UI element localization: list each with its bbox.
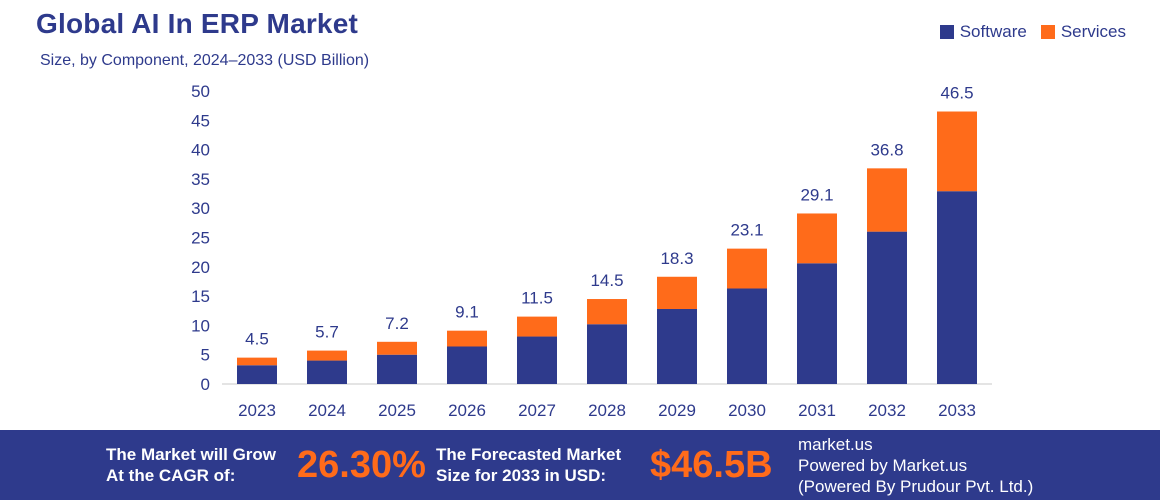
forecast-label-line2: Size for 2033 in USD: bbox=[436, 466, 607, 485]
chart-title: Global AI In ERP Market bbox=[36, 8, 359, 39]
footer-banner: The Market will Grow At the CAGR of: 26.… bbox=[0, 430, 1160, 500]
y-tick-label: 0 bbox=[201, 375, 210, 394]
brand-powered: Powered by Market.us bbox=[798, 456, 968, 475]
x-tick-label-2032: 2032 bbox=[868, 401, 906, 420]
legend-label-software: Software bbox=[959, 22, 1027, 41]
legend-swatch-software bbox=[939, 25, 954, 39]
bar-software-2028 bbox=[587, 324, 627, 384]
cagr-label-line1: The Market will Grow bbox=[106, 445, 277, 464]
x-tick-label-2025: 2025 bbox=[378, 401, 416, 420]
bar-services-2026 bbox=[447, 330, 487, 347]
bar-software-2032 bbox=[867, 231, 907, 384]
y-tick-label: 45 bbox=[191, 111, 210, 130]
y-tick-label: 40 bbox=[191, 141, 210, 160]
cagr-value: 26.30% bbox=[297, 444, 426, 486]
chart-subtitle: Size, by Component, 2024–2033 (USD Billi… bbox=[40, 52, 370, 69]
data-label-total-2023: 4.5 bbox=[245, 330, 269, 349]
data-label-total-2029: 18.3 bbox=[660, 249, 693, 268]
y-tick-label: 10 bbox=[191, 316, 210, 335]
data-label-total-2032: 36.8 bbox=[870, 140, 903, 159]
brand-company: (Powered By Prudour Pvt. Ltd.) bbox=[798, 477, 1034, 496]
x-tick-label-2031: 2031 bbox=[798, 401, 836, 420]
bar-software-2031 bbox=[797, 263, 837, 384]
bar-services-2023 bbox=[237, 357, 277, 366]
forecast-value: $46.5B bbox=[650, 444, 773, 486]
bar-services-2031 bbox=[797, 213, 837, 264]
y-tick-label: 5 bbox=[201, 346, 210, 365]
data-label-total-2030: 23.1 bbox=[730, 221, 763, 240]
bar-software-2027 bbox=[517, 336, 557, 384]
bar-software-2023 bbox=[237, 365, 277, 384]
legend-swatch-services bbox=[1040, 25, 1055, 39]
bar-software-2030 bbox=[727, 288, 767, 384]
x-tick-label-2028: 2028 bbox=[588, 401, 626, 420]
x-tick-label-2030: 2030 bbox=[728, 401, 766, 420]
x-tick-label-2026: 2026 bbox=[448, 401, 486, 420]
bar-services-2033 bbox=[937, 111, 977, 192]
bar-services-2030 bbox=[727, 248, 767, 289]
legend-label-services: Services bbox=[1060, 22, 1126, 41]
bar-services-2032 bbox=[867, 168, 907, 232]
x-tick-label-2023: 2023 bbox=[238, 401, 276, 420]
forecast-label-line1: The Forecasted Market bbox=[436, 445, 622, 464]
bar-software-2026 bbox=[447, 346, 487, 384]
y-tick-label: 15 bbox=[191, 287, 210, 306]
y-tick-label: 25 bbox=[191, 229, 210, 248]
legend-item-services: Services bbox=[1040, 22, 1126, 42]
bar-services-2027 bbox=[517, 316, 557, 337]
bar-services-2028 bbox=[587, 299, 627, 325]
x-tick-label-2029: 2029 bbox=[658, 401, 696, 420]
brand-block: market.us Powered by Market.us (Powered … bbox=[798, 434, 1033, 497]
y-tick-label: 20 bbox=[191, 258, 210, 277]
y-tick-label: 30 bbox=[191, 199, 210, 218]
bar-software-2029 bbox=[657, 308, 697, 384]
bar-software-2024 bbox=[307, 360, 347, 384]
data-label-total-2033: 46.5 bbox=[940, 84, 973, 103]
cagr-label: The Market will Grow At the CAGR of: bbox=[106, 444, 276, 486]
bar-software-2025 bbox=[377, 354, 417, 384]
bar-software-2033 bbox=[937, 191, 977, 384]
cagr-label-line2: At the CAGR of: bbox=[106, 466, 236, 485]
data-label-total-2026: 9.1 bbox=[455, 303, 479, 322]
x-tick-label-2033: 2033 bbox=[938, 401, 976, 420]
data-label-total-2024: 5.7 bbox=[315, 323, 339, 342]
brand-site[interactable]: market.us bbox=[798, 435, 873, 454]
bar-services-2025 bbox=[377, 341, 417, 355]
legend-item-software: Software bbox=[939, 22, 1027, 42]
bar-services-2029 bbox=[657, 276, 697, 309]
y-tick-label: 35 bbox=[191, 170, 210, 189]
data-label-total-2027: 11.5 bbox=[521, 289, 553, 308]
stacked-bar-chart: 051015202530354045504.520235.720247.2202… bbox=[191, 82, 992, 420]
x-tick-label-2024: 2024 bbox=[308, 401, 346, 420]
data-label-total-2028: 14.5 bbox=[590, 271, 623, 290]
bar-services-2024 bbox=[307, 350, 347, 361]
legend: Software Services bbox=[939, 22, 1126, 42]
data-label-total-2025: 7.2 bbox=[385, 314, 409, 333]
y-tick-label: 50 bbox=[191, 82, 210, 101]
x-tick-label-2027: 2027 bbox=[518, 401, 556, 420]
forecast-label: The Forecasted Market Size for 2033 in U… bbox=[436, 444, 621, 486]
data-label-total-2031: 29.1 bbox=[800, 185, 833, 204]
